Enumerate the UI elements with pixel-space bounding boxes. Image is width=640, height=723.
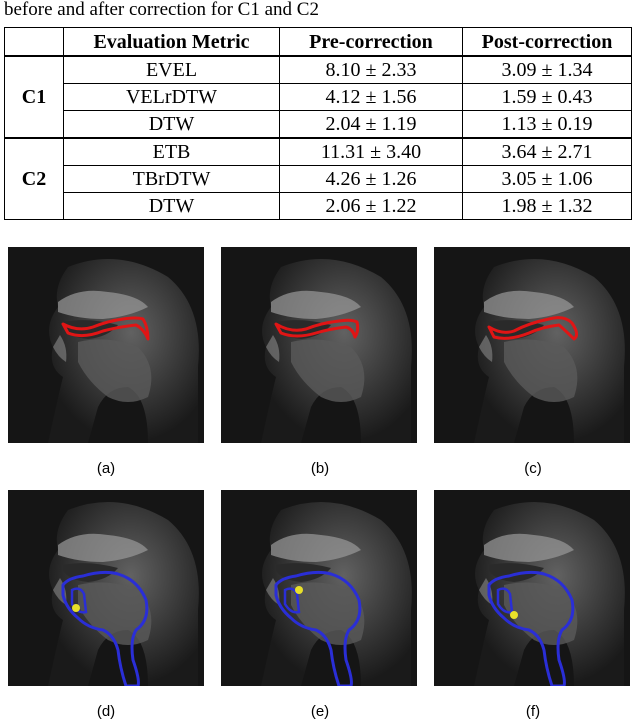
mri-graphic-c	[434, 247, 630, 443]
header-metric: Evaluation Metric	[63, 27, 280, 57]
mri-image-f	[434, 490, 630, 686]
mri-graphic-f	[434, 490, 630, 686]
post-cell: 3.05 ± 1.06	[462, 165, 632, 193]
landmark-point	[510, 611, 518, 619]
metric-cell: VELrDTW	[63, 83, 280, 111]
mri-image-c	[434, 247, 630, 443]
mri-graphic-d	[8, 490, 204, 686]
mri-graphic-a	[8, 247, 204, 443]
table-row: C2 ETB 11.31 ± 3.40 3.64 ± 2.71	[4, 137, 632, 220]
pre-cell: 4.26 ± 1.26	[279, 165, 463, 193]
mri-graphic-b	[221, 247, 417, 443]
table-row: DTW 2.06 ± 1.22 1.98 ± 1.32	[5, 192, 632, 220]
table-row: C1 EVEL 8.10 ± 2.33 3.09 ± 1.34	[4, 55, 632, 139]
post-cell: 1.13 ± 0.19	[462, 110, 632, 139]
table-caption: before and after correction for C1 and C…	[4, 0, 319, 20]
metric-cell: ETB	[63, 137, 280, 166]
landmark-point	[295, 586, 303, 594]
table-header-row: Evaluation Metric Pre-correction Post-co…	[4, 27, 632, 57]
pre-cell: 2.04 ± 1.19	[279, 110, 463, 139]
metrics-table: Evaluation Metric Pre-correction Post-co…	[4, 27, 632, 220]
metric-cell: DTW	[63, 110, 280, 139]
table-row: TBrDTW 4.26 ± 1.26 3.05 ± 1.06	[5, 165, 632, 193]
post-cell: 1.98 ± 1.32	[462, 192, 632, 220]
table-row: DTW 2.04 ± 1.19 1.13 ± 0.19	[5, 110, 632, 139]
pre-cell: 11.31 ± 3.40	[279, 137, 463, 166]
metric-cell: TBrDTW	[63, 165, 280, 193]
mri-image-a	[8, 247, 204, 443]
mri-image-b	[221, 247, 417, 443]
group-label-c1: C1	[4, 55, 64, 139]
subfig-label-d: (d)	[96, 703, 116, 720]
metric-cell: EVEL	[63, 55, 280, 84]
mri-image-e	[221, 490, 417, 686]
subfig-label-c: (c)	[524, 460, 542, 477]
group-label-c2: C2	[4, 137, 64, 220]
post-cell: 3.64 ± 2.71	[462, 137, 632, 166]
metric-cell: DTW	[63, 192, 280, 220]
subfig-label-e: (e)	[310, 703, 330, 720]
landmark-point	[72, 604, 80, 612]
table-row: VELrDTW 4.12 ± 1.56 1.59 ± 0.43	[5, 83, 632, 111]
pre-cell: 4.12 ± 1.56	[279, 83, 463, 111]
pre-cell: 8.10 ± 2.33	[279, 55, 463, 84]
post-cell: 3.09 ± 1.34	[462, 55, 632, 84]
subfig-label-f: (f)	[525, 703, 541, 720]
subfig-label-b: (b)	[310, 460, 330, 477]
subfig-label-a: (a)	[96, 460, 116, 477]
pre-cell: 2.06 ± 1.22	[279, 192, 463, 220]
mri-image-d	[8, 490, 204, 686]
post-cell: 1.59 ± 0.43	[462, 83, 632, 111]
header-pre: Pre-correction	[279, 27, 463, 57]
header-post: Post-correction	[462, 27, 632, 57]
mri-graphic-e	[221, 490, 417, 686]
header-empty	[4, 27, 64, 57]
